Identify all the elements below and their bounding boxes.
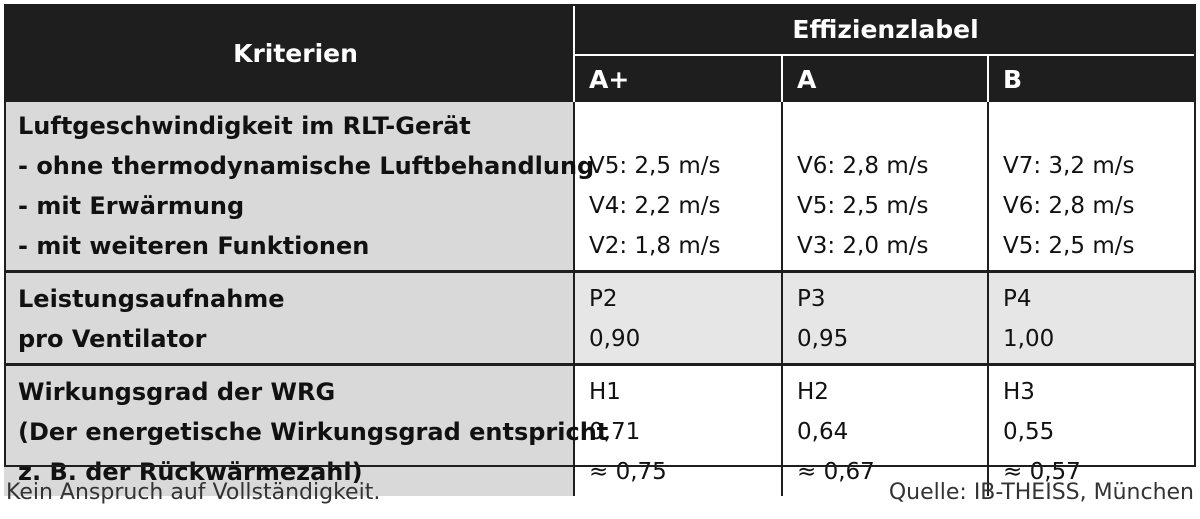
criteria-line: z. B. der Rückwärmezahl) [18, 458, 363, 486]
criteria-line: - mit Erwärmung [18, 192, 245, 220]
value-line: 0,95 [797, 326, 849, 352]
table-row-air-velocity: Luftgeschwindigkeit im RLT-Gerät - ohne … [4, 102, 1197, 273]
value-line: ≈ 0,57 [1003, 459, 1081, 485]
value-line: 0,55 [1003, 419, 1055, 445]
value-cell-a: H2 0,64 ≈ 0,67 [782, 364, 989, 496]
value-line: V5: 2,5 m/s [589, 153, 721, 179]
value-cell-b: V7: 3,2 m/s V6: 2,8 m/s V5: 2,5 m/s [988, 102, 1197, 273]
value-cell-a: V6: 2,8 m/s V5: 2,5 m/s V3: 2,0 m/s [782, 102, 989, 273]
source-credit: Quelle: IB-THEISS, München [888, 480, 1194, 505]
value-line [1003, 106, 1196, 146]
column-header-a: A [782, 55, 989, 102]
efficiency-label-table: Kriterien Effizienzlabel A+ A B Luftgesc… [4, 4, 1197, 496]
table-row-heat-recovery: Wirkungsgrad der WRG (Der energetische W… [4, 364, 1197, 496]
criteria-line: Luftgeschwindigkeit im RLT-Gerät [18, 112, 471, 140]
value-line: P4 [1003, 286, 1032, 312]
value-line [797, 106, 987, 146]
criteria-line: - mit weiteren Funktionen [18, 232, 370, 260]
criteria-cell: Wirkungsgrad der WRG (Der energetische W… [4, 364, 609, 496]
value-line: V6: 2,8 m/s [1003, 193, 1135, 219]
criteria-line: Wirkungsgrad der WRG [18, 378, 336, 406]
disclaimer-note: Kein Anspruch auf Vollständigkeit. [6, 480, 381, 505]
criteria-line: pro Ventilator [18, 325, 207, 353]
value-line: 0,71 [589, 419, 641, 445]
value-line: P3 [797, 286, 826, 312]
table-row-power-consumption: Leistungsaufnahme pro Ventilator P2 0,90… [4, 271, 1197, 366]
value-line: V3: 2,0 m/s [797, 233, 929, 259]
value-line: V5: 2,5 m/s [1003, 233, 1135, 259]
value-line: 0,64 [797, 419, 849, 445]
value-line: H3 [1003, 379, 1035, 405]
value-line: ≈ 0,75 [589, 459, 667, 485]
value-cell-b: P4 1,00 [988, 271, 1197, 366]
value-line: V5: 2,5 m/s [797, 193, 929, 219]
criteria-cell: Leistungsaufnahme pro Ventilator [4, 271, 575, 366]
value-line: 0,90 [589, 326, 641, 352]
value-line: V2: 1,8 m/s [589, 233, 721, 259]
value-line [589, 106, 781, 146]
efficiency-label-header-label: Effizienzlabel [792, 14, 979, 44]
criteria-header: Kriterien [4, 4, 575, 102]
value-cell-a-plus: P2 0,90 [574, 271, 783, 366]
criteria-header-label: Kriterien [233, 38, 358, 68]
value-cell-b: H3 0,55 ≈ 0,57 [988, 364, 1197, 496]
value-line: V6: 2,8 m/s [797, 153, 929, 179]
value-line: V4: 2,2 m/s [589, 193, 721, 219]
value-cell-a: P3 0,95 [782, 271, 989, 366]
value-line: V7: 3,2 m/s [1003, 153, 1135, 179]
column-header-a-plus: A+ [574, 55, 783, 102]
value-line: 1,00 [1003, 326, 1055, 352]
value-line: H2 [797, 379, 829, 405]
value-line: P2 [589, 286, 618, 312]
column-header-b: B [988, 55, 1197, 102]
value-line: H1 [589, 379, 621, 405]
criteria-line: Leistungsaufnahme [18, 285, 285, 313]
value-line: ≈ 0,67 [797, 459, 875, 485]
criteria-line: (Der energetische Wirkungsgrad entsprich… [18, 418, 609, 446]
efficiency-label-header: Effizienzlabel [574, 4, 1197, 56]
criteria-line: - ohne thermodynamische Luftbehandlung [18, 152, 595, 180]
criteria-cell: Luftgeschwindigkeit im RLT-Gerät - ohne … [4, 102, 595, 273]
value-cell-a-plus: V5: 2,5 m/s V4: 2,2 m/s V2: 1,8 m/s [574, 102, 783, 273]
value-cell-a-plus: H1 0,71 ≈ 0,75 [574, 364, 783, 496]
